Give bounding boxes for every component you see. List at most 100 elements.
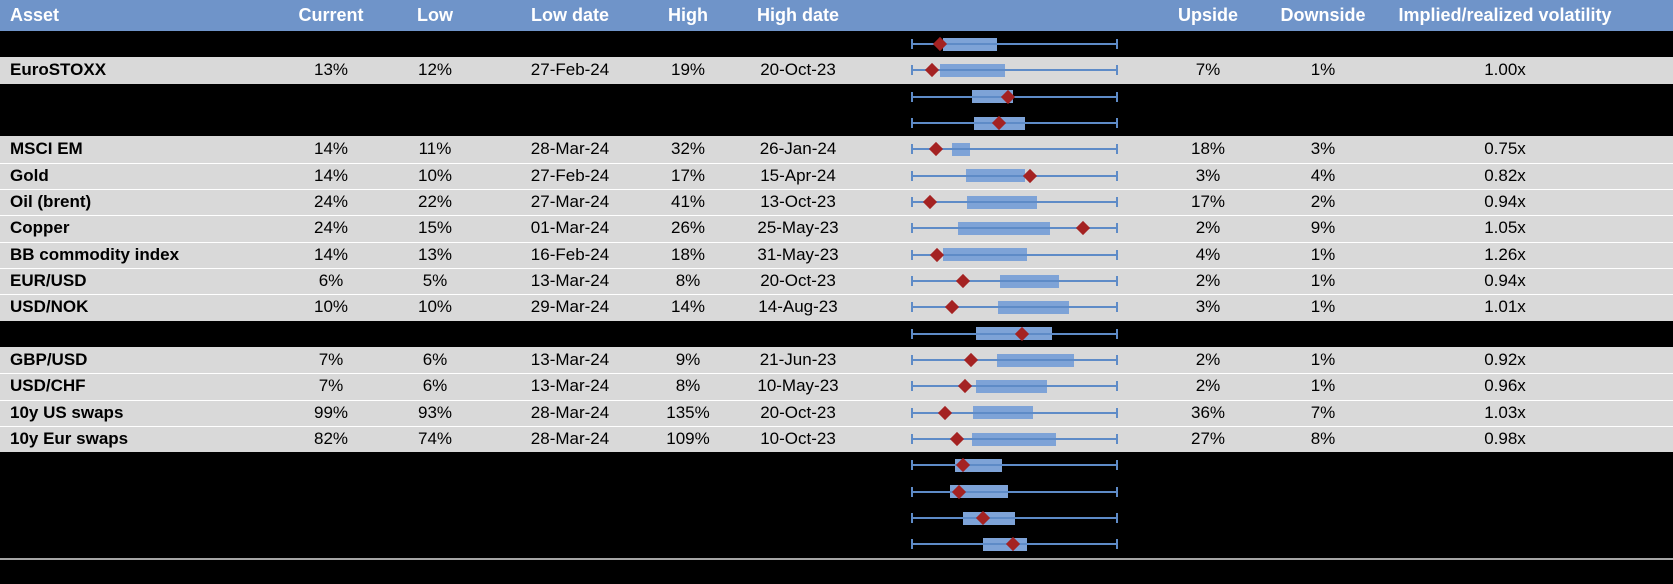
range-boxplot [0,31,1673,57]
cell-high: 26% [670,218,706,238]
cell-asset: USD/CHF [10,376,86,396]
cell-low_date: 28-Mar-24 [530,402,610,422]
range-boxplot [0,479,1673,505]
cell-current: 14% [313,244,349,264]
plot-spacer [880,373,1140,399]
cell-asset: EuroSTOXX [10,60,107,80]
cell-asset: Oil (brent) [10,192,92,212]
current-level-diamond-marker [1001,89,1016,104]
cell-current: 7% [318,350,344,370]
cell-downside: 2% [1310,192,1336,212]
cell-current: 24% [313,218,349,238]
whisker-cap-right [1116,118,1118,129]
whisker-cap-left [911,118,913,129]
cell-upside: 36% [1190,402,1226,422]
cell-current: 99% [313,402,349,422]
cell-high: 109% [666,429,710,449]
plot-spacer [880,400,1140,426]
blacked-out-row [0,320,1673,347]
cell-low: 15% [417,218,453,238]
table-row: BB commodity index 14% 13% 16-Feb-24 18% 31-M… [0,241,1673,268]
cell-vol: 0.92x [1484,350,1526,370]
cell-upside: 18% [1190,139,1226,159]
column-header-upside: Upside [1177,5,1238,25]
whisker-cap-left [911,91,913,102]
range-boxplot [0,505,1673,531]
cell-vol: 1.05x [1484,218,1526,238]
cell-high: 9% [675,350,701,370]
cell-high: 8% [675,271,701,291]
current-level-diamond-marker [1006,537,1021,552]
blacked-out-row [0,452,1673,479]
cell-low: 6% [422,376,448,396]
cell-high_date: 21-Jun-23 [759,350,837,370]
whisker-cap-right [1116,91,1118,102]
whisker-cap-left [911,328,913,339]
plot-spacer [880,347,1140,373]
whisker-cap-right [1116,39,1118,50]
blacked-out-row [0,531,1673,558]
iqr-box [974,116,1025,130]
cell-low_date: 29-Mar-24 [530,297,610,317]
cell-current: 14% [313,139,349,159]
cell-low: 74% [417,429,453,449]
iqr-box [983,537,1027,551]
table-row: 10y Eur swaps 82% 74% 28-Mar-24 109% 10-Oct-2… [0,425,1673,453]
cell-low_date: 27-Feb-24 [530,60,610,80]
cell-upside: 27% [1190,429,1226,449]
cell-low_date: 27-Mar-24 [530,192,610,212]
iqr-box [942,37,998,51]
cell-low: 11% [418,139,452,159]
current-level-diamond-marker [991,116,1006,131]
cell-low: 6% [422,350,448,370]
whisker-cap-right [1116,460,1118,471]
plot-spacer [880,242,1140,268]
whisker-cap-right [1116,486,1118,497]
column-header-vol: Implied/realized volatility [1398,5,1612,25]
cell-current: 82% [313,429,349,449]
cell-high_date: 26-Jan-24 [759,139,837,159]
iqr-box [955,458,1003,472]
current-level-diamond-marker [955,458,971,473]
range-boxplot [0,110,1673,136]
table-header-row: Asset Current Low Low date High High date Upsi… [0,0,1673,31]
table-row: MSCI EM 14% 11% 28-Mar-24 32% 26-Jan-24 18% 3% 0… [0,136,1673,163]
cell-asset: Gold [10,165,49,185]
plot-spacer [880,136,1140,162]
cell-high: 41% [670,192,706,212]
cell-high: 135% [666,402,710,422]
cell-current: 13% [313,60,349,80]
range-boxplot [0,531,1673,557]
whisker-cap-left [911,513,913,524]
cell-downside: 3% [1310,139,1336,159]
cell-low: 13% [417,244,453,264]
cell-high_date: 13-Oct-23 [760,192,836,212]
whisker-cap-left [911,486,913,497]
cell-downside: 1% [1310,60,1336,80]
plot-spacer [880,189,1140,215]
cell-high_date: 20-Oct-23 [760,271,836,291]
blacked-out-row [0,504,1673,532]
cell-downside: 1% [1310,376,1336,396]
table-row: EuroSTOXX 13% 12% 27-Feb-24 19% 20-Oct-23 7% 1%… [0,57,1673,84]
cell-low: 22% [417,192,453,212]
cell-low: 5% [422,271,448,291]
cell-low_date: 27-Feb-24 [530,165,610,185]
cell-current: 14% [313,165,349,185]
cell-vol: 0.82x [1484,165,1526,185]
cell-upside: 17% [1190,192,1226,212]
cell-asset: GBP/USD [10,350,88,370]
cell-asset: MSCI EM [10,139,83,159]
table-row: USD/NOK 10% 10% 29-Mar-24 14% 14-Aug-23 3% 1% 1.… [0,294,1673,321]
blacked-out-row [0,478,1673,505]
cell-low: 10% [417,297,453,317]
table-row: EUR/USD 6% 5% 13-Mar-24 8% 20-Oct-23 2% 1% 0.94x [0,267,1673,295]
column-header-low_date: Low date [530,5,609,25]
whisker-line [912,43,1117,46]
cell-downside: 1% [1310,271,1336,291]
cell-asset: 10y US swaps [10,402,124,422]
plot-spacer [880,426,1140,452]
cell-low_date: 28-Mar-24 [530,139,610,159]
cell-downside: 1% [1310,297,1336,317]
current-level-diamond-marker [1015,326,1030,341]
